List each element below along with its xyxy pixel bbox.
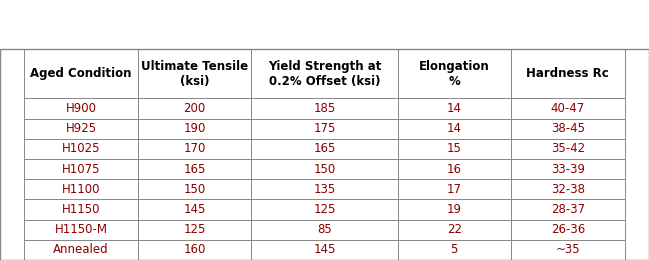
Text: 17-4 PH - Tensile Data vs Aged Condition: 17-4 PH - Tensile Data vs Aged Condition [125,15,524,34]
